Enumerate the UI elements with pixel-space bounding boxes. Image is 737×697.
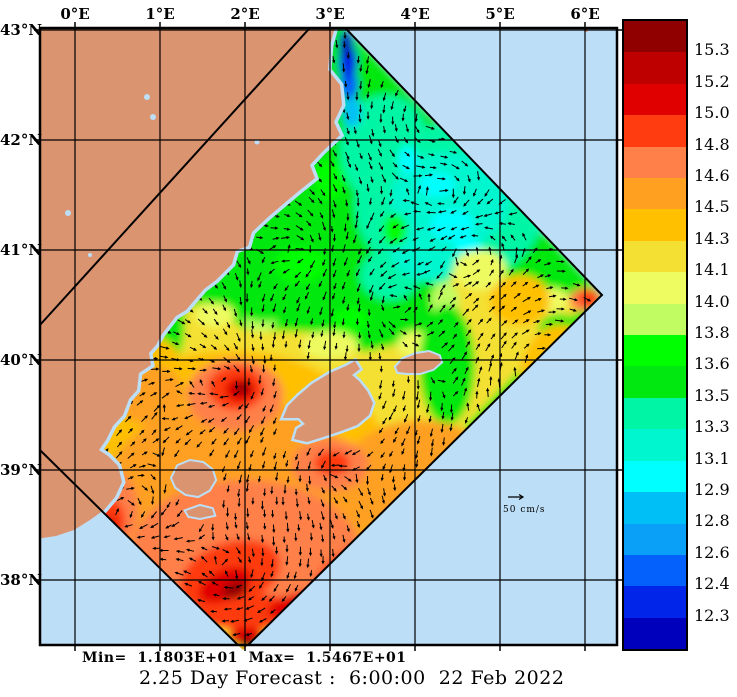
- colorbar-band: [624, 303, 686, 336]
- colorbar-band: [624, 523, 686, 555]
- colorbar-tick-label: 13.3: [694, 417, 730, 437]
- colorbar-band: [624, 429, 686, 461]
- colorbar-band: [624, 554, 686, 587]
- colorbar-tick-label: 14.0: [694, 291, 730, 311]
- colorbar-tick-label: 12.8: [694, 511, 730, 531]
- colorbar-tick-label: 14.5: [694, 197, 730, 217]
- colorbar-tick-label: 14.8: [694, 134, 730, 154]
- vector-scale-label: 50 cm/s: [503, 505, 546, 515]
- colorbar-tick-label: 12.3: [694, 605, 730, 625]
- y-tick-label: 42°N: [0, 131, 43, 149]
- x-tick-label: 4°E: [400, 5, 430, 23]
- colorbar-tick-label: 12.9: [694, 480, 730, 499]
- colorbar-band: [624, 617, 686, 650]
- colorbar-band: [624, 52, 686, 84]
- colorbar-tick-label: 13.5: [694, 385, 730, 405]
- y-tick-label: 43°N: [0, 21, 43, 39]
- reference-vector-arrow-icon: [508, 493, 525, 501]
- map-frame: [38, 26, 619, 647]
- colorbar-band: [624, 366, 686, 398]
- y-tick-label: 39°N: [0, 461, 43, 479]
- colorbar-band: [624, 21, 686, 53]
- colorbar-band: [624, 178, 686, 210]
- colorbar-tick-label: 12.4: [694, 574, 730, 594]
- colorbar-tick-label: 13.1: [694, 448, 730, 468]
- x-tick-label: 1°E: [145, 5, 175, 23]
- current-vector-arrows: [103, 32, 592, 637]
- colorbar-tick-label: 13.8: [694, 323, 730, 342]
- colorbar-band: [624, 272, 686, 304]
- axis-tick-marks: [34, 22, 622, 651]
- colorbar-tick-label: 15.2: [694, 71, 730, 91]
- colorbar-band: [624, 209, 686, 241]
- colorbar-band: [624, 146, 686, 179]
- colorbar-tick-label: 14.1: [694, 260, 730, 280]
- colorbar-tick-label: 12.6: [694, 542, 730, 562]
- colorbar-band: [624, 492, 686, 524]
- x-tick-label: 3°E: [315, 5, 345, 23]
- colorbar-tick-label: 15.0: [694, 103, 730, 123]
- y-tick-label: 40°N: [0, 351, 43, 369]
- x-tick-label: 0°E: [60, 5, 90, 23]
- lat-lon-gridlines: [40, 28, 617, 645]
- colorbar-tick-label: 14.6: [694, 166, 730, 185]
- title-text: 2.25 Day Forecast : 6:00:00 22 Feb 2022: [139, 667, 565, 689]
- colorbar-band: [624, 83, 686, 116]
- colorbar-band: [624, 586, 686, 618]
- colorbar-tick-label: 14.3: [694, 228, 730, 248]
- colorbar-band: [624, 335, 686, 367]
- colorbar-band: [624, 460, 686, 493]
- x-tick-label: 2°E: [230, 5, 260, 23]
- colorbar-band: [624, 115, 686, 147]
- x-tick-label: 6°E: [570, 5, 600, 23]
- colorbar: [622, 19, 688, 651]
- colorbar-band: [624, 397, 686, 430]
- model-domain-outline: [40, 28, 604, 645]
- colorbar-tick-label: 15.3: [694, 40, 730, 60]
- colorbar-band: [624, 240, 686, 273]
- y-tick-label: 38°N: [0, 571, 43, 589]
- stats-text: Min= 1.1803E+01 Max= 1.5467E+01: [82, 650, 407, 666]
- land-mainland: [41, 29, 588, 542]
- x-tick-label: 5°E: [485, 5, 515, 23]
- y-tick-label: 41°N: [0, 241, 43, 259]
- colorbar-tick-label: 13.6: [694, 354, 730, 374]
